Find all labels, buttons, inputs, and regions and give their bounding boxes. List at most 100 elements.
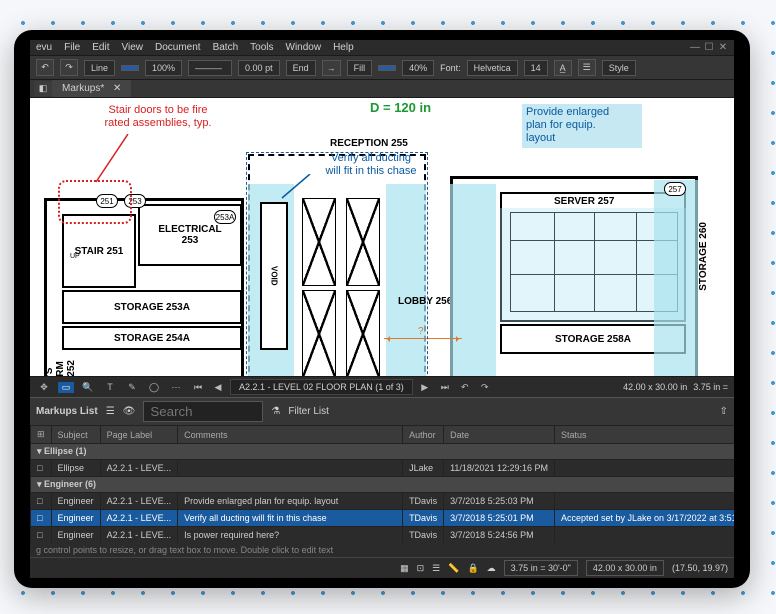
tool-pan-icon[interactable]: ✥ xyxy=(36,382,52,393)
storage254a-label: STORAGE 254A xyxy=(114,333,190,344)
void-duct: VOID xyxy=(260,202,288,350)
table-row[interactable]: □EngineerA2.2.1 - LEVE...Verify all duct… xyxy=(31,510,735,527)
stroke-width[interactable]: 0.00 pt xyxy=(238,60,280,76)
menu-document[interactable]: Document xyxy=(155,42,201,53)
tablet-frame: evu File Edit View Document Batch Tools … xyxy=(14,30,750,588)
text-align-icon[interactable]: A̲ xyxy=(554,60,572,76)
text-format-icon[interactable]: ☰ xyxy=(578,59,596,76)
orange-dimension[interactable] xyxy=(384,338,462,339)
red-callout[interactable]: Stair doors to be fire rated assemblies,… xyxy=(78,104,238,130)
color-swatch[interactable] xyxy=(121,65,139,71)
filter-icon[interactable]: ⚗ xyxy=(271,406,280,417)
drawing-canvas[interactable]: STAIR 251 UP ELECTRICAL 253 STORAGE 253A… xyxy=(30,98,734,376)
sb-lock-icon[interactable]: 🔒 xyxy=(467,563,478,574)
shape-select[interactable]: Line xyxy=(84,60,115,76)
blue-verify-callout[interactable]: Verify all ducting will fit in this chas… xyxy=(306,152,436,178)
duct-1 xyxy=(302,198,336,286)
sb-cloud-icon[interactable]: ☁ xyxy=(487,563,496,574)
undo-icon[interactable]: ↶ xyxy=(36,59,54,76)
tab-strip: ◧ Markups* ✕ xyxy=(30,80,734,98)
menu-help[interactable]: Help xyxy=(333,42,354,53)
next-view-icon[interactable]: ↷ xyxy=(477,382,493,393)
tool-shape-icon[interactable]: ◯ xyxy=(146,382,162,393)
close-icon[interactable]: ✕ xyxy=(718,42,728,53)
sb-scale[interactable]: 3.75 in = 30'-0" xyxy=(504,560,578,576)
duct-3 xyxy=(346,198,380,286)
table-row[interactable]: □EngineerA2.2.1 - LEVE...Provide enlarge… xyxy=(31,493,735,510)
minimize-icon[interactable]: — xyxy=(690,42,700,53)
font-select[interactable]: Helvetica xyxy=(467,60,518,76)
col-expand[interactable]: ⊞ xyxy=(31,426,52,444)
line-end-select[interactable]: End xyxy=(286,60,316,76)
document-tab[interactable]: Markups* ✕ xyxy=(52,80,131,97)
col-comments[interactable]: Comments xyxy=(178,426,403,444)
markups-toggle-icon[interactable]: ☰ xyxy=(106,406,115,417)
prev-page-icon[interactable]: ◀ xyxy=(210,382,226,393)
sb-snap-icon[interactable]: ⊡ xyxy=(417,563,425,574)
markups-grid[interactable]: ⊞ Subject Page Label Comments Author Dat… xyxy=(30,425,734,543)
zoom-select[interactable]: 100% xyxy=(145,60,182,76)
line-style-select[interactable]: ——— xyxy=(188,60,232,76)
table-row[interactable]: □EngineerA2.2.1 - LEVE...Is power requir… xyxy=(31,527,735,544)
red-cloud[interactable] xyxy=(58,180,132,224)
redo-icon[interactable]: ↷ xyxy=(60,59,78,76)
scale-readout: 3.75 in = xyxy=(693,382,728,392)
opacity-select[interactable]: 40% xyxy=(402,60,434,76)
col-subject[interactable]: Subject xyxy=(51,426,100,444)
markups-search-input[interactable] xyxy=(143,401,263,422)
tool-select-icon[interactable]: ▭ xyxy=(58,382,74,393)
menu-window[interactable]: Window xyxy=(286,42,322,53)
markups-list-title: Markups List xyxy=(36,406,98,417)
electrical253-label: ELECTRICAL 253 xyxy=(158,224,221,246)
tool-pen-icon[interactable]: ✎ xyxy=(124,382,140,393)
fill-color-swatch[interactable] xyxy=(378,65,396,71)
last-page-icon[interactable]: ⏭ xyxy=(437,382,453,393)
filter-label[interactable]: Filter List xyxy=(288,406,329,417)
menu-view[interactable]: View xyxy=(121,42,143,53)
group-row[interactable]: ▾ Ellipse (1) xyxy=(31,444,735,460)
sb-page-size[interactable]: 42.00 x 30.00 in xyxy=(586,560,664,576)
panel-toggle-icon[interactable]: ◧ xyxy=(34,81,52,96)
reception-label: RECEPTION 255 xyxy=(330,138,408,149)
fill-label[interactable]: Fill xyxy=(347,60,373,76)
sb-grid-icon[interactable]: ▦ xyxy=(400,563,409,574)
first-page-icon[interactable]: ⏮ xyxy=(190,382,206,393)
tool-more-icon[interactable]: ⋯ xyxy=(168,382,184,393)
font-size-select[interactable]: 14 xyxy=(524,60,548,76)
end-arrow-icon[interactable]: → xyxy=(322,60,341,76)
nav-strip: ✥ ▭ 🔍 T ✎ ◯ ⋯ ⏮ ◀ A2.2.1 - LEVEL 02 FLOO… xyxy=(30,376,734,397)
tag-257: 257 xyxy=(664,182,686,196)
tool-zoom-icon[interactable]: 🔍 xyxy=(80,382,96,393)
edit-hint: g control points to resize, or drag text… xyxy=(30,543,734,557)
doc-title[interactable]: A2.2.1 - LEVEL 02 FLOOR PLAN (1 of 3) xyxy=(230,379,413,395)
blue-enlarge-callout[interactable]: Provide enlarged plan for equip. layout xyxy=(522,104,642,148)
col-author[interactable]: Author xyxy=(403,426,444,444)
table-row[interactable]: □EllipseA2.2.1 - LEVE...JLake11/18/2021 … xyxy=(31,460,735,477)
style-select[interactable]: Style xyxy=(602,60,636,76)
server-label: SERVER 257 xyxy=(554,196,614,207)
tab-close-icon[interactable]: ✕ xyxy=(113,83,121,94)
highlight-right-right xyxy=(654,180,698,376)
menu-batch[interactable]: Batch xyxy=(213,42,239,53)
col-page[interactable]: Page Label xyxy=(100,426,178,444)
col-date[interactable]: Date xyxy=(444,426,555,444)
col-status[interactable]: Status xyxy=(555,426,735,444)
next-page-icon[interactable]: ▶ xyxy=(417,382,433,393)
sb-measure-icon[interactable]: 📏 xyxy=(448,563,459,574)
prev-view-icon[interactable]: ↶ xyxy=(457,382,473,393)
menu-file[interactable]: File xyxy=(64,42,80,53)
sb-layers-icon[interactable]: ☰ xyxy=(432,563,440,574)
room-stair251: STAIR 251 xyxy=(62,214,136,288)
void-label: VOID xyxy=(270,266,279,286)
stair251-label: STAIR 251 xyxy=(75,246,124,257)
duct-4 xyxy=(346,290,380,376)
green-dimension[interactable]: D = 120 in xyxy=(370,100,431,116)
maximize-icon[interactable]: ☐ xyxy=(704,42,714,53)
group-row[interactable]: ▾ Engineer (6) xyxy=(31,477,735,493)
menu-tools[interactable]: Tools xyxy=(250,42,273,53)
export-icon[interactable]: ⇧ xyxy=(720,406,728,417)
menu-app[interactable]: evu xyxy=(36,42,52,53)
menu-edit[interactable]: Edit xyxy=(92,42,109,53)
tool-text-icon[interactable]: T xyxy=(102,382,118,392)
markups-visibility-icon[interactable]: 👁 xyxy=(123,406,136,417)
